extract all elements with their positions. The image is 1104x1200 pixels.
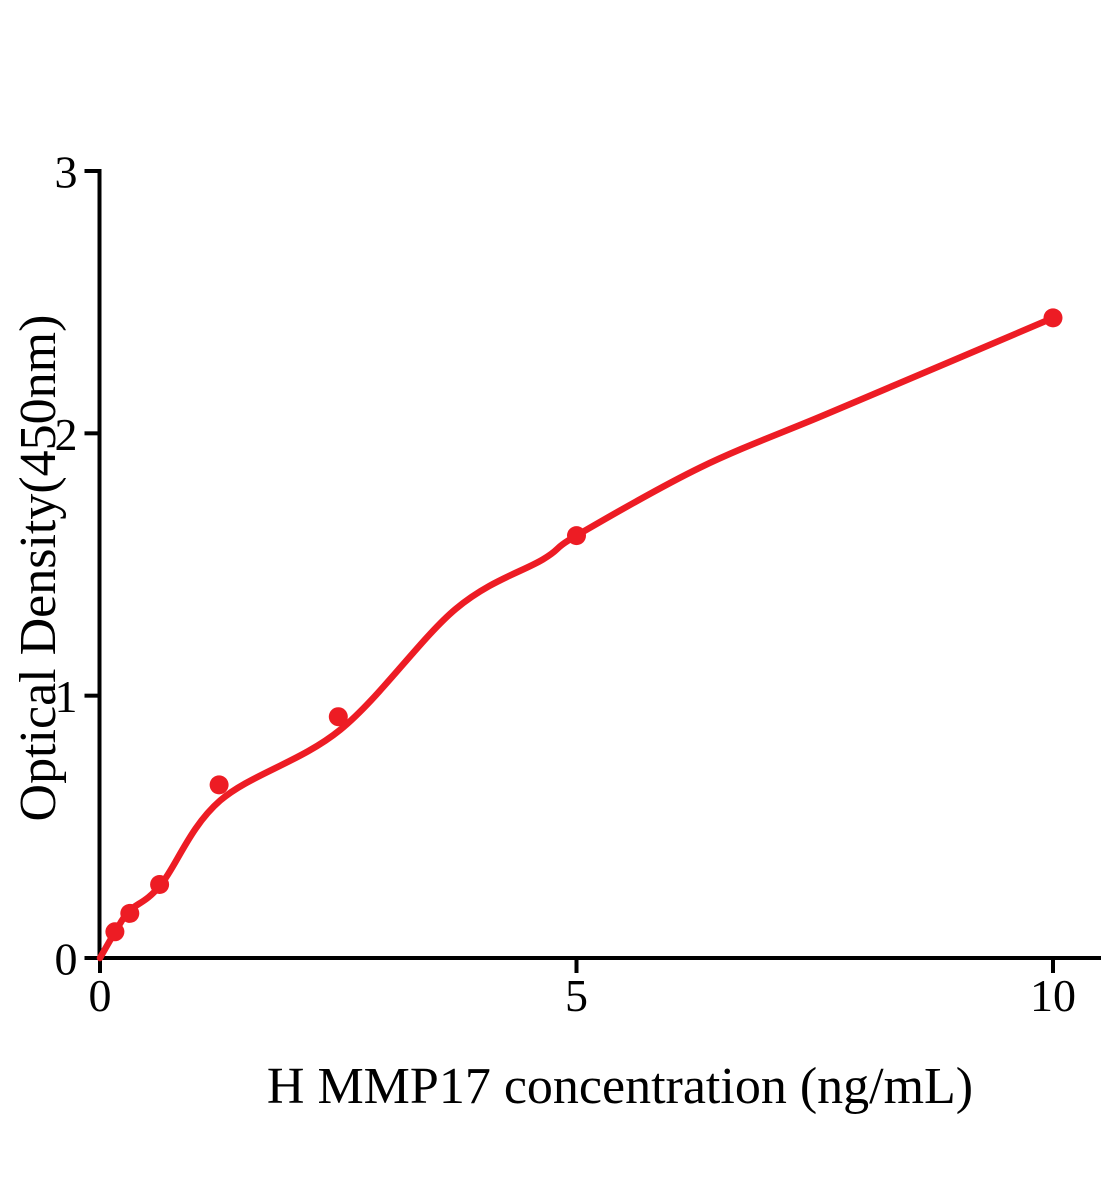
axes-layer: 0 1 2 3 0 5 10 <box>55 147 1101 1021</box>
y-axis-title: Optical Density(450nm) <box>10 315 67 822</box>
y-tick-label: 3 <box>55 147 78 198</box>
data-point <box>150 875 170 894</box>
data-point <box>328 707 348 727</box>
fit-curve <box>96 314 1057 962</box>
data-point <box>567 526 586 546</box>
x-tick-label: 10 <box>1030 970 1076 1021</box>
y-tick-label: 2 <box>55 409 78 460</box>
x-tick-label: 5 <box>565 970 588 1021</box>
data-point <box>1043 308 1063 328</box>
data-point <box>120 903 140 923</box>
y-tick-label: 0 <box>55 934 78 985</box>
data-point <box>105 922 125 942</box>
series-layer <box>96 308 1063 962</box>
x-axis-title: H MMP17 concentration (ng/mL) <box>267 1058 973 1115</box>
data-point <box>209 775 229 795</box>
x-tick-label: 0 <box>89 970 112 1021</box>
y-tick-label: 1 <box>55 671 78 722</box>
